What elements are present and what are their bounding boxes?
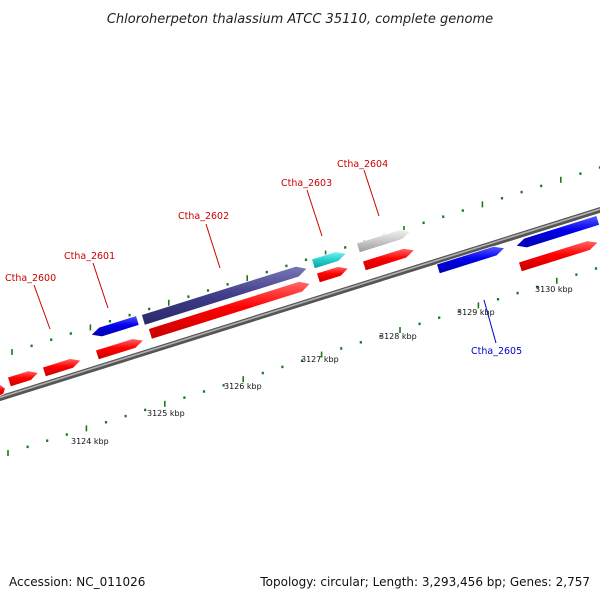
tick-label-3130: 3130 kbp — [535, 285, 573, 294]
gene-label-ctha-2602[interactable]: Ctha_2602 — [178, 211, 229, 222]
gene-label-ctha-2603[interactable]: Ctha_2603 — [281, 178, 332, 189]
accession-text: Accession: NC_011026 — [9, 575, 145, 589]
leader-ctha-2603 — [306, 189, 323, 237]
leader-ctha-2605 — [483, 299, 497, 344]
leader-ctha-2600 — [33, 284, 51, 330]
tick-label-3128: 3128 kbp — [379, 332, 417, 341]
gene-reverse-5[interactable] — [515, 214, 600, 249]
tick-label-3127: 3127 kbp — [301, 355, 339, 364]
gene-reverse-ctha-2601[interactable] — [90, 315, 140, 338]
gene-label-ctha-2600[interactable]: Ctha_2600 — [5, 273, 56, 284]
gene-track — [0, 214, 600, 397]
gene-label-ctha-2604[interactable]: Ctha_2604 — [337, 159, 388, 170]
leader-ctha-2601 — [92, 262, 109, 309]
gene-ctha-2602-feature[interactable] — [140, 265, 308, 326]
gene-ctha-2604-feature[interactable] — [355, 229, 412, 254]
tick-row-lower — [7, 267, 598, 456]
gene-reverse-ctha-2605[interactable] — [435, 245, 506, 275]
tick-label-3124: 3124 kbp — [71, 437, 109, 446]
genome-backbone — [0, 207, 600, 402]
gene-forward-3[interactable] — [41, 358, 83, 378]
genome-summary-text: Topology: circular; Length: 3,293,456 bp… — [259, 575, 590, 589]
gene-forward-ctha-2604[interactable] — [361, 247, 416, 272]
leader-ctha-2604 — [363, 169, 380, 217]
map-title: Chloroherpeton thalassium ATCC 35110, co… — [107, 12, 493, 27]
gene-ctha-2603-feature[interactable] — [310, 251, 348, 270]
gene-labels: Ctha_2600 Ctha_2601 Ctha_2602 Ctha_2603 … — [5, 159, 522, 357]
gene-label-ctha-2605[interactable]: Ctha_2605 — [471, 346, 522, 357]
tick-label-3129: 3129 kbp — [457, 308, 495, 317]
leader-ctha-2602 — [205, 223, 221, 269]
tick-labels: 3124 kbp 3125 kbp 3126 kbp 3127 kbp 3128… — [71, 285, 573, 446]
tick-label-3125: 3125 kbp — [147, 409, 185, 418]
gene-label-leaders — [33, 169, 497, 344]
gene-forward-ctha-2603[interactable] — [315, 266, 350, 284]
gene-forward-ctha-2601[interactable] — [94, 338, 145, 361]
gene-forward-ctha-2602[interactable] — [147, 280, 312, 340]
tick-label-3126: 3126 kbp — [224, 382, 262, 391]
gene-forward-4[interactable] — [517, 240, 600, 273]
gene-forward-2[interactable] — [6, 370, 40, 388]
gene-forward-1[interactable] — [0, 384, 6, 397]
gene-label-ctha-2601[interactable]: Ctha_2601 — [64, 251, 115, 262]
